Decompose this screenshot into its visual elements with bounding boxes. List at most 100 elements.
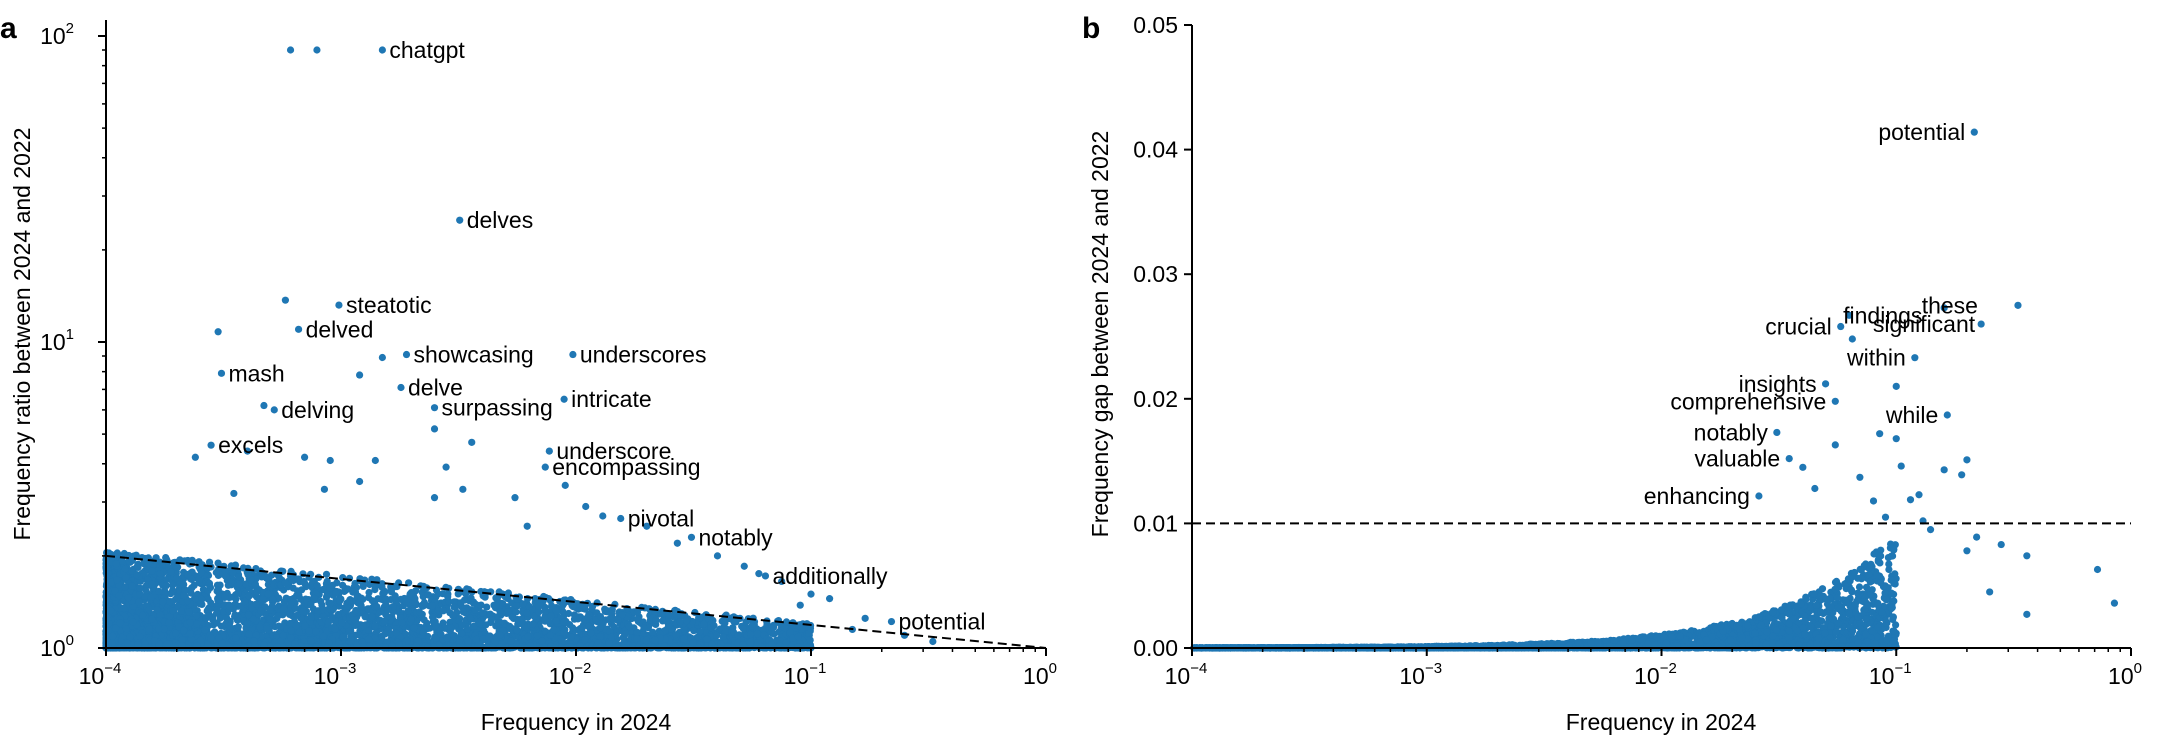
dense-point bbox=[148, 567, 156, 575]
dense-point bbox=[307, 613, 315, 621]
dense-point bbox=[552, 607, 561, 615]
dense-point bbox=[449, 611, 457, 620]
dense-point bbox=[145, 606, 153, 614]
panel-a: a chatgptdelvessteatoticdelvedshowcasing… bbox=[0, 12, 1057, 735]
dense-point bbox=[312, 627, 320, 636]
dense-point bbox=[713, 631, 721, 639]
dense-point bbox=[159, 598, 167, 606]
dense-point bbox=[420, 598, 428, 607]
dense-point bbox=[365, 594, 373, 602]
dense-point bbox=[652, 616, 660, 624]
dense-point bbox=[184, 570, 192, 579]
dense-point bbox=[145, 625, 153, 633]
dense-point bbox=[339, 633, 347, 641]
dense-point bbox=[406, 590, 414, 598]
dense-point bbox=[625, 623, 634, 631]
dense-point bbox=[136, 632, 144, 641]
dense-point bbox=[690, 627, 698, 635]
dense-point bbox=[546, 631, 554, 640]
dense-point bbox=[331, 625, 339, 633]
dense-point bbox=[313, 643, 321, 651]
dense-point bbox=[129, 618, 137, 626]
dense-point bbox=[345, 574, 354, 582]
dense-point bbox=[581, 636, 589, 644]
dense-point bbox=[197, 568, 205, 577]
dense-point bbox=[806, 636, 814, 644]
dense-point bbox=[263, 624, 271, 633]
dense-point bbox=[560, 628, 568, 637]
dense-point bbox=[429, 613, 437, 621]
dense-point bbox=[739, 625, 748, 633]
dense-point bbox=[339, 581, 347, 589]
dense-point bbox=[467, 594, 475, 602]
dense-point bbox=[535, 602, 543, 611]
dense-point bbox=[506, 622, 514, 630]
dense-point bbox=[439, 607, 447, 615]
dense-point bbox=[368, 612, 376, 621]
dense-point bbox=[245, 630, 253, 638]
dense-point bbox=[206, 584, 215, 592]
dense-point bbox=[227, 578, 235, 586]
dense-point bbox=[274, 612, 282, 620]
dense-point bbox=[323, 592, 331, 600]
dense-point bbox=[411, 598, 419, 607]
dense-point bbox=[298, 586, 306, 594]
dense-point bbox=[167, 568, 175, 576]
dense-point bbox=[794, 633, 802, 641]
dense-point bbox=[120, 604, 128, 613]
panel-a-letter: a bbox=[0, 12, 17, 45]
dense-point bbox=[479, 609, 487, 617]
dense-point bbox=[439, 590, 447, 598]
dense-point bbox=[463, 625, 471, 633]
dense-point bbox=[672, 631, 680, 639]
dense-point bbox=[404, 607, 412, 615]
dense-point bbox=[584, 613, 592, 621]
dense-point bbox=[212, 568, 220, 577]
dense-point bbox=[392, 629, 401, 637]
dense-point bbox=[558, 637, 567, 646]
dense-point bbox=[559, 602, 567, 610]
dense-point bbox=[243, 620, 252, 628]
dense-point bbox=[180, 591, 188, 600]
dense-point bbox=[614, 616, 622, 624]
dense-point bbox=[450, 603, 458, 611]
dense-point bbox=[734, 631, 742, 639]
dense-point bbox=[770, 623, 778, 631]
dense-point bbox=[328, 581, 336, 590]
dense-point bbox=[289, 584, 297, 592]
dense-point bbox=[280, 605, 288, 613]
dense-point bbox=[285, 610, 294, 619]
dense-point bbox=[748, 622, 756, 630]
dense-point bbox=[428, 602, 436, 610]
dense-point bbox=[746, 630, 755, 639]
dense-point bbox=[313, 582, 321, 590]
dense-point bbox=[225, 602, 234, 611]
dense-point bbox=[115, 592, 123, 600]
dense-point bbox=[633, 615, 641, 623]
dense-point bbox=[585, 622, 593, 630]
dense-point bbox=[596, 613, 605, 621]
dense-point bbox=[128, 582, 136, 590]
dense-point bbox=[207, 599, 215, 607]
dense-point bbox=[721, 619, 729, 627]
dense-point bbox=[289, 594, 298, 603]
panel-a-dense-points bbox=[102, 549, 815, 652]
dense-point bbox=[633, 628, 641, 637]
dense-point bbox=[162, 582, 170, 590]
dense-point bbox=[381, 630, 389, 638]
dense-point bbox=[485, 633, 493, 642]
dense-point bbox=[541, 607, 549, 616]
dense-point bbox=[250, 637, 258, 645]
dense-point bbox=[319, 606, 328, 614]
dense-point bbox=[334, 610, 342, 619]
dense-point bbox=[361, 613, 369, 621]
dense-point bbox=[565, 609, 573, 618]
dense-point bbox=[415, 608, 424, 616]
dense-point bbox=[466, 614, 475, 622]
dense-point bbox=[332, 589, 340, 597]
dense-point bbox=[371, 622, 379, 630]
dense-point bbox=[578, 624, 586, 632]
dense-point bbox=[252, 600, 260, 608]
dense-point bbox=[287, 626, 295, 635]
